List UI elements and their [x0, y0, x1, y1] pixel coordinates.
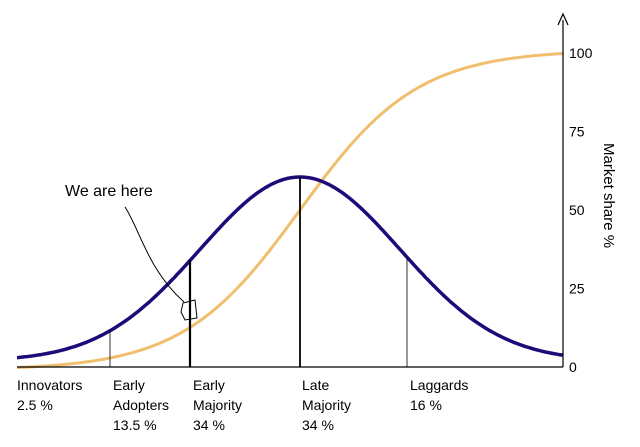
y-tick-label: 0 [569, 359, 577, 375]
segment-label: Innovators [17, 377, 82, 393]
segment-label: Laggards [410, 377, 468, 393]
annotation-marker-icon [180, 299, 198, 321]
y-tick-label: 100 [569, 45, 593, 61]
curves-layer [16, 52, 564, 370]
segment-label: 16 % [410, 397, 442, 413]
segment-label: Late [302, 377, 329, 393]
segment-labels: Innovators 2.5 % Early Adopters 13.5 % Early M… [17, 377, 468, 433]
segment-label: 13.5 % [113, 417, 157, 433]
segment-label: 2.5 % [17, 397, 53, 413]
y-tick-labels: 0 25 50 75 100 [569, 45, 593, 375]
segment-label: Adopters [113, 397, 169, 413]
segment-label: Early [193, 377, 225, 393]
segment-label: Early [113, 377, 145, 393]
annotation-text: We are here [65, 183, 153, 200]
segment-label: 34 % [302, 417, 334, 433]
y-tick-label: 75 [569, 124, 585, 140]
y-axis-label: Market share % [600, 143, 617, 248]
annotation: We are here [65, 183, 198, 321]
y-axis-arrow-icon [557, 12, 569, 26]
segment-label: 34 % [193, 417, 225, 433]
y-tick-label: 25 [569, 281, 585, 297]
y-tick-label: 50 [569, 202, 585, 218]
segment-label: Majority [302, 397, 351, 413]
market-share-curve [16, 52, 564, 370]
axes [17, 12, 569, 368]
segment-dividers [109, 177, 408, 367]
adoption-curve [16, 175, 564, 360]
annotation-pointer [124, 206, 185, 303]
segment-label: Majority [193, 397, 242, 413]
